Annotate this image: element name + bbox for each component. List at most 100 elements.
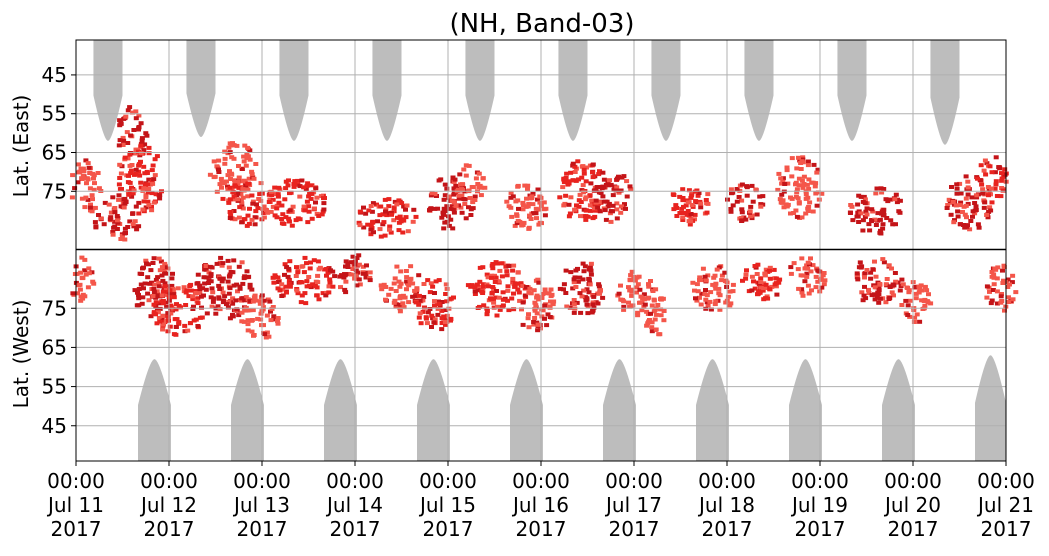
- activity-cell: [260, 305, 266, 310]
- activity-cell: [199, 305, 204, 310]
- activity-cell: [694, 298, 700, 303]
- activity-cell: [396, 198, 402, 203]
- activity-cell: [130, 211, 136, 216]
- activity-cell: [575, 159, 581, 164]
- activity-cell: [713, 286, 719, 291]
- activity-cell: [239, 298, 245, 303]
- activity-cell: [700, 266, 706, 271]
- activity-cell: [994, 276, 1000, 281]
- activity-cell: [629, 293, 635, 298]
- activity-cell: [204, 311, 210, 316]
- activity-cell: [777, 277, 783, 282]
- activity-cluster-24: [592, 170, 634, 224]
- activity-cell: [547, 315, 553, 319]
- activity-cell: [805, 209, 811, 213]
- activity-cell: [167, 288, 173, 293]
- activity-cell: [219, 279, 225, 284]
- activity-cell: [241, 159, 247, 164]
- activity-cell: [80, 296, 86, 301]
- activity-cell: [857, 260, 863, 265]
- activity-cell: [494, 313, 500, 318]
- activity-cell: [474, 282, 480, 287]
- activity-cell: [243, 295, 249, 300]
- activity-cell: [686, 188, 692, 193]
- activity-cell: [532, 307, 538, 311]
- activity-cell: [850, 218, 856, 223]
- activity-cell: [90, 206, 96, 211]
- activity-cell: [233, 298, 239, 303]
- activity-cell: [800, 273, 806, 278]
- activity-cell: [489, 275, 494, 280]
- activity-cell: [747, 209, 753, 214]
- activity-cell: [634, 285, 640, 290]
- x-tick-line: 2017: [330, 517, 381, 541]
- activity-cell: [96, 186, 102, 191]
- activity-cell: [370, 219, 376, 224]
- activity-cell: [266, 200, 272, 204]
- x-tick-line: Jul 18: [697, 493, 755, 517]
- activity-cell: [799, 287, 805, 292]
- activity-cell: [649, 329, 655, 334]
- activity-cell: [695, 289, 701, 294]
- activity-cell: [992, 266, 998, 271]
- activity-cell: [380, 212, 386, 217]
- x-tick-line: 2017: [888, 517, 939, 541]
- activity-cell: [812, 184, 818, 189]
- activity-cell: [478, 193, 484, 198]
- activity-cell: [249, 217, 255, 222]
- activity-cell: [1001, 263, 1007, 268]
- activity-cell: [280, 287, 286, 292]
- activity-cell: [77, 287, 83, 292]
- activity-cell: [999, 176, 1005, 181]
- activity-cell: [141, 186, 147, 191]
- activity-cell: [287, 259, 293, 264]
- activity-cluster-33: [847, 186, 903, 236]
- activity-cell: [367, 270, 373, 275]
- activity-cell: [282, 262, 288, 267]
- x-tick-line: 00:00: [419, 469, 477, 493]
- activity-cell: [295, 178, 301, 183]
- activity-cell: [444, 299, 450, 304]
- activity-cell: [114, 214, 120, 218]
- activity-cell: [442, 182, 448, 187]
- activity-cell: [366, 208, 372, 213]
- activity-cell: [91, 176, 96, 181]
- activity-cell: [822, 278, 828, 283]
- activity-cell: [926, 292, 931, 297]
- activity-cell: [153, 300, 159, 305]
- activity-cell: [925, 300, 931, 305]
- activity-cell: [139, 138, 145, 143]
- activity-cell: [905, 303, 911, 308]
- activity-cell: [306, 209, 312, 214]
- activity-cell: [441, 206, 447, 211]
- activity-cell: [432, 192, 438, 196]
- activity-cell: [560, 185, 566, 190]
- activity-cell: [680, 215, 686, 220]
- activity-cell: [383, 207, 389, 212]
- activity-cell: [1005, 285, 1011, 289]
- activity-cell: [705, 273, 711, 278]
- activity-cell: [519, 223, 525, 228]
- activity-cell: [171, 291, 177, 296]
- activity-cell: [1010, 273, 1016, 278]
- activity-cell: [505, 298, 510, 303]
- activity-cell: [387, 227, 392, 232]
- daylight-region-west-8: [882, 359, 915, 461]
- chart-title: (NH, Band-03): [449, 9, 634, 39]
- activity-cell: [955, 214, 961, 219]
- activity-cell: [578, 310, 584, 315]
- activity-cell: [297, 194, 303, 199]
- activity-cell: [129, 163, 135, 167]
- activity-cell: [472, 292, 478, 296]
- activity-cell: [356, 220, 362, 225]
- activity-cell: [810, 209, 816, 214]
- activity-cell: [746, 289, 752, 294]
- activity-cell: [748, 204, 754, 209]
- activity-cell: [229, 155, 235, 160]
- activity-cell: [999, 178, 1005, 183]
- activity-cell: [168, 311, 174, 316]
- activity-cell: [484, 312, 490, 317]
- activity-cell: [227, 316, 233, 321]
- activity-cell: [117, 138, 123, 143]
